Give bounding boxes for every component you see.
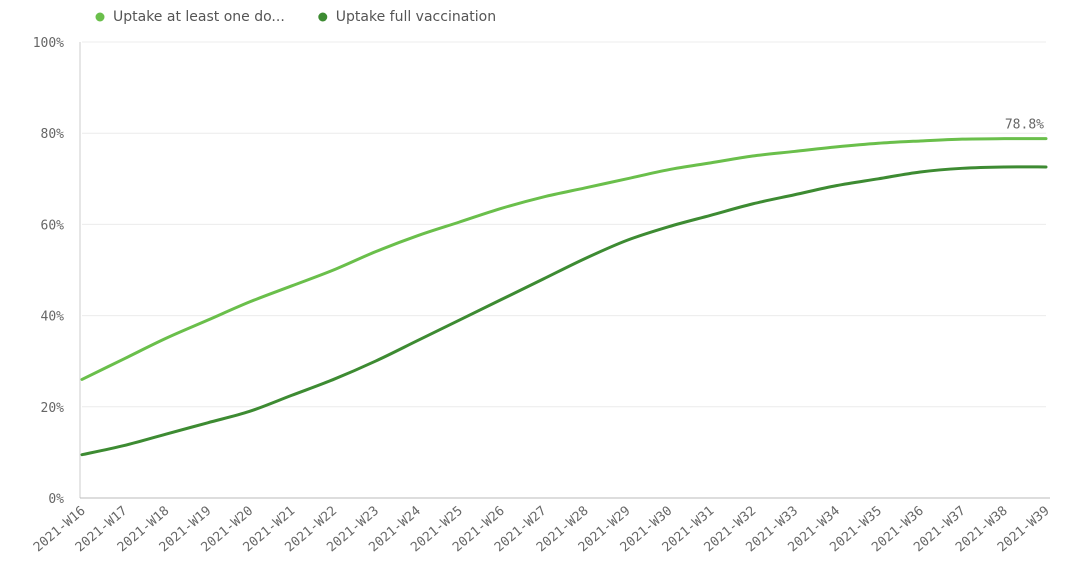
legend-label: Uptake at least one do... xyxy=(113,9,285,25)
y-tick-label: 100% xyxy=(33,36,64,51)
legend-marker xyxy=(95,12,105,22)
y-tick-label: 80% xyxy=(41,127,65,142)
legend-marker xyxy=(318,12,328,22)
series-line xyxy=(80,137,1048,381)
data-label: 78.8% xyxy=(1005,118,1044,133)
y-tick-label: 20% xyxy=(41,401,65,416)
y-tick-label: 0% xyxy=(48,492,64,507)
y-tick-label: 60% xyxy=(41,218,65,233)
y-tick-label: 40% xyxy=(41,310,65,325)
series-line xyxy=(80,165,1048,457)
legend-label: Uptake full vaccination xyxy=(336,9,496,25)
